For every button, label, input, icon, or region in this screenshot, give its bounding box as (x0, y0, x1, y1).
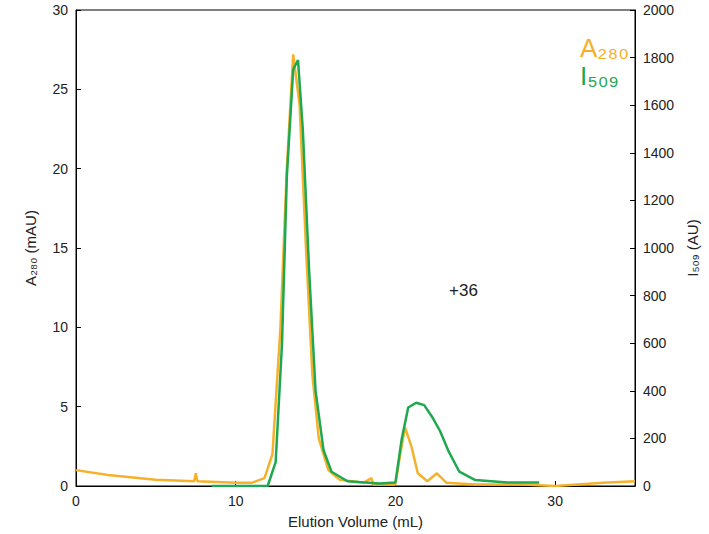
svg-text:1800: 1800 (643, 50, 674, 66)
svg-text:200: 200 (643, 430, 667, 446)
svg-text:20: 20 (388, 493, 404, 509)
svg-text:400: 400 (643, 383, 667, 399)
svg-text:1000: 1000 (643, 240, 674, 256)
svg-text:0: 0 (60, 478, 68, 494)
svg-text:Elution Volume (mL): Elution Volume (mL) (288, 513, 423, 530)
svg-text:2000: 2000 (643, 2, 674, 18)
svg-text:A₂₈₀: A₂₈₀ (580, 33, 629, 63)
svg-text:+36: +36 (449, 281, 478, 300)
svg-text:0: 0 (72, 493, 80, 509)
svg-text:1600: 1600 (643, 97, 674, 113)
svg-text:5: 5 (60, 399, 68, 415)
svg-text:A₂₈₀ (mAU): A₂₈₀ (mAU) (22, 210, 39, 286)
svg-text:I₅₀₉: I₅₀₉ (580, 61, 619, 91)
svg-text:15: 15 (52, 240, 68, 256)
svg-text:30: 30 (52, 2, 68, 18)
svg-text:1400: 1400 (643, 145, 674, 161)
svg-text:I₅₀₉ (AU): I₅₀₉ (AU) (684, 219, 701, 276)
svg-text:1200: 1200 (643, 192, 674, 208)
svg-text:10: 10 (52, 319, 68, 335)
svg-text:25: 25 (52, 81, 68, 97)
svg-text:20: 20 (52, 161, 68, 177)
svg-text:600: 600 (643, 335, 667, 351)
svg-text:800: 800 (643, 288, 667, 304)
svg-text:0: 0 (643, 478, 651, 494)
svg-text:30: 30 (547, 493, 563, 509)
svg-text:10: 10 (228, 493, 244, 509)
